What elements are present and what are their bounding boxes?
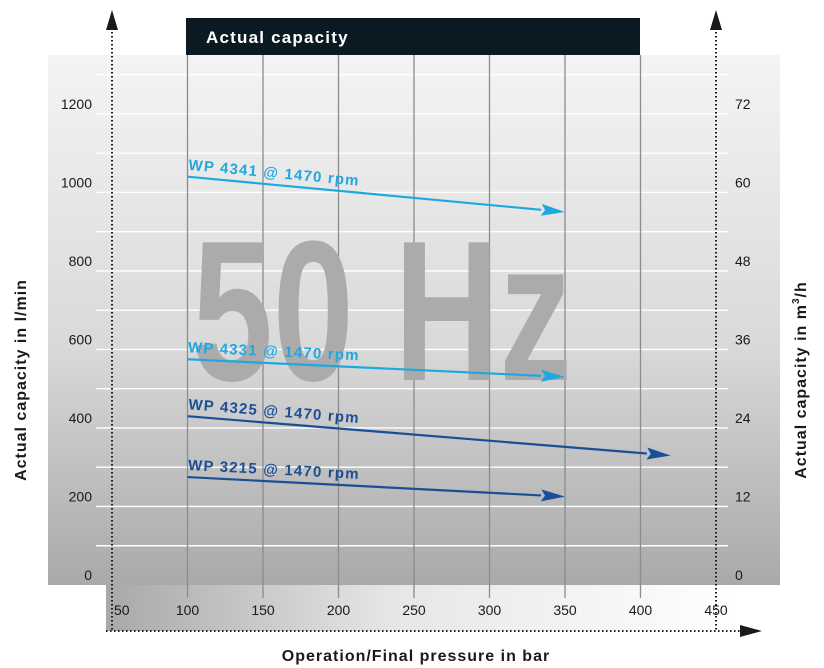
x-axis-arrow [740,625,762,637]
y-right-tick-label: 48 [735,253,751,269]
x-tick-label: 250 [402,602,426,618]
left-axis-label: Actual capacity in l/min [13,279,30,481]
y-left-tick-label: 0 [84,567,92,583]
y-left-tick-label: 1000 [61,174,92,190]
y-right-tick-label: 60 [735,174,751,190]
left-axis-arrow [106,10,118,30]
right-axis-label: Actual capacity in m3/h [791,281,810,479]
y-left-tick-label: 600 [69,331,93,347]
y-right-tick-label: 12 [735,488,751,504]
y-right-tick-label: 36 [735,331,751,347]
x-tick-label: 300 [478,602,502,618]
x-tick-label: 150 [251,602,275,618]
right-axis-arrow [710,10,722,30]
x-tick-label: 50 [114,602,130,618]
x-tick-label: 400 [629,602,653,618]
y-left-tick-label: 800 [69,253,93,269]
x-tick-label: 100 [176,602,200,618]
y-left-tick-label: 1200 [61,96,92,112]
x-tick-label: 450 [704,602,728,618]
x-tick-label: 350 [553,602,577,618]
y-right-tick-label: 0 [735,567,743,583]
y-left-tick-label: 200 [69,488,93,504]
y-left-tick-label: 400 [69,410,93,426]
right-axis-label-prefix: Actual capacity in m [793,304,810,479]
watermark-text: 50 Hz [192,200,572,423]
chart-title: Actual capacity [206,28,349,47]
y-right-tick-label: 24 [735,410,751,426]
x-axis-label: Operation/Final pressure in bar [282,648,550,665]
right-axis-label-suffix: /h [793,281,810,297]
y-right-tick-label: 72 [735,96,751,112]
x-tick-label: 200 [327,602,351,618]
